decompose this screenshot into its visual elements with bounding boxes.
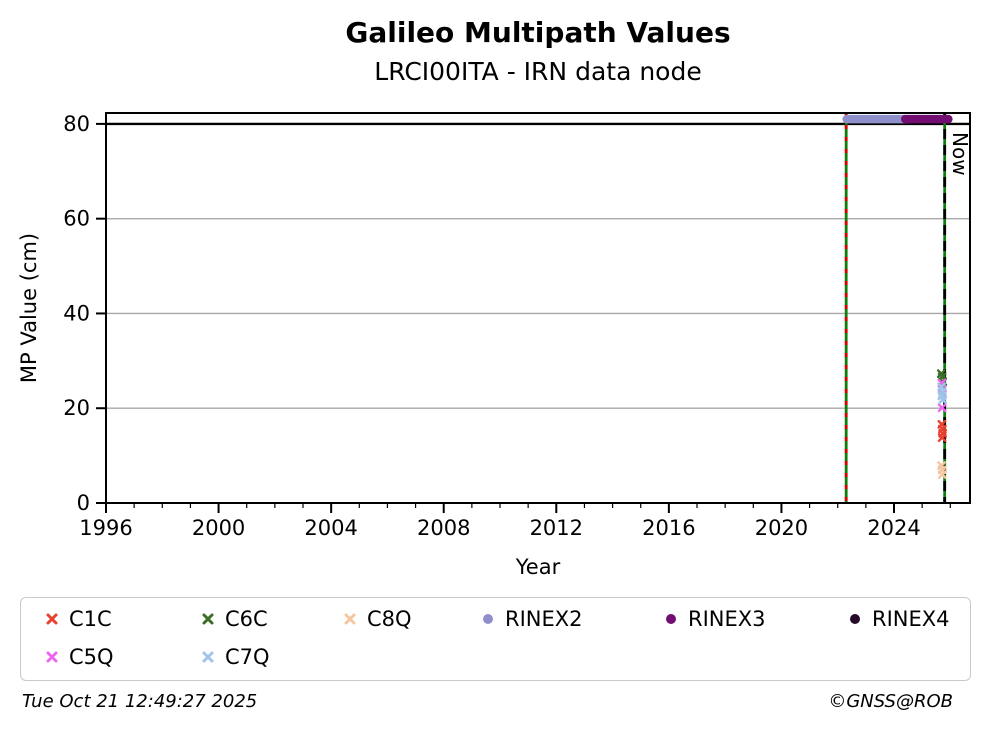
legend-item-rinex2: RINEX2 bbox=[481, 607, 583, 631]
c6c-x-marker-icon bbox=[202, 613, 214, 625]
now-label: Now bbox=[948, 132, 972, 176]
legend-label: RINEX3 bbox=[688, 607, 766, 631]
x-tick-label: 2000 bbox=[192, 516, 245, 540]
legend-item-rinex3: RINEX3 bbox=[664, 607, 766, 631]
c1c-x-marker-icon bbox=[46, 613, 58, 625]
x-tick-label: 2004 bbox=[304, 516, 357, 540]
y-tick-label: 60 bbox=[63, 207, 90, 231]
copyright-label: ©GNSS@ROB bbox=[828, 691, 953, 712]
point-c8q bbox=[938, 470, 947, 479]
x-tick-label: 2008 bbox=[417, 516, 470, 540]
legend-item-rinex4: RINEX4 bbox=[848, 607, 950, 631]
point-c7q bbox=[938, 395, 948, 405]
x-axis-label: Year bbox=[515, 555, 561, 579]
legend-label: C1C bbox=[69, 607, 112, 631]
c5q-x-marker-icon bbox=[46, 651, 58, 663]
page-subtitle: LRCI00ITA - IRN data node bbox=[374, 57, 702, 86]
c8q-x-marker-icon bbox=[344, 613, 356, 625]
y-tick-label: 80 bbox=[63, 112, 90, 136]
y-tick-label: 0 bbox=[77, 491, 90, 515]
c7q-x-marker-icon bbox=[202, 651, 214, 663]
legend-label: C8Q bbox=[367, 607, 412, 631]
rinex4-circle-marker-icon bbox=[850, 614, 860, 624]
legend-label: C7Q bbox=[225, 645, 270, 669]
footer: Tue Oct 21 12:49:27 2025 ©GNSS@ROB bbox=[22, 691, 953, 712]
page-title: Galileo Multipath Values bbox=[345, 16, 731, 49]
timestamp-label: Tue Oct 21 12:49:27 2025 bbox=[22, 691, 258, 712]
point-c5q bbox=[937, 403, 947, 413]
x-tick-label: 2012 bbox=[530, 516, 583, 540]
legend-label: RINEX2 bbox=[505, 607, 583, 631]
legend-label: C5Q bbox=[69, 645, 114, 669]
plot-area: 1996 2000 2004 2008 2012 2016 2020 2024 0 20 40 60 8… bbox=[17, 112, 972, 579]
plot-border bbox=[105, 112, 971, 504]
x-tick-label: 2016 bbox=[642, 516, 695, 540]
rinex2-circle-marker-icon bbox=[483, 614, 493, 624]
y-tick-label: 40 bbox=[63, 301, 90, 325]
legend-label: RINEX4 bbox=[872, 607, 950, 631]
legend-item-c8q: C8Q bbox=[343, 607, 412, 631]
legend-item-c1c: C1C bbox=[45, 607, 112, 631]
rinex3-circle-marker-icon bbox=[666, 614, 676, 624]
point-c1c bbox=[937, 433, 947, 443]
legend-label: C6C bbox=[225, 607, 268, 631]
x-tick-label: 2024 bbox=[867, 516, 920, 540]
legend-item-c7q: C7Q bbox=[201, 645, 270, 669]
y-axis-label: MP Value (cm) bbox=[17, 233, 41, 383]
x-tick-label: 1996 bbox=[79, 516, 132, 540]
y-tick-label: 20 bbox=[63, 396, 90, 420]
legend-item-c6c: C6C bbox=[201, 607, 268, 631]
legend-box: C1C C6C C8Q RINEX2 RINEX3 RINEX4 C5Q C7Q bbox=[20, 597, 971, 681]
x-tick-label: 2020 bbox=[755, 516, 808, 540]
legend-item-c5q: C5Q bbox=[45, 645, 114, 669]
